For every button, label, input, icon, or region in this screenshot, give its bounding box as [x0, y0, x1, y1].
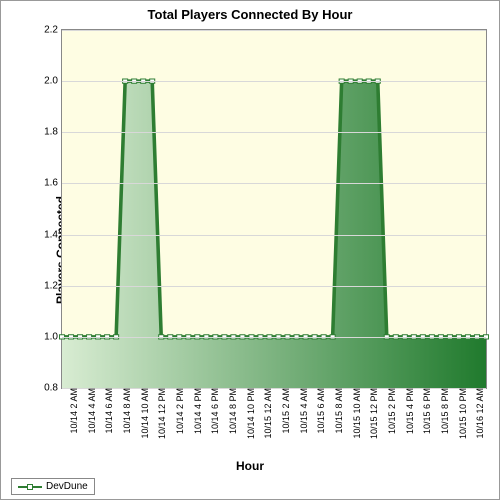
gridline [62, 235, 486, 236]
x-tick-label: 10/15 12 AM [261, 388, 273, 439]
y-tick-label: 2.2 [44, 25, 62, 36]
gridline [62, 132, 486, 133]
x-tick-label: 10/14 10 PM [244, 388, 256, 439]
x-tick-label: 10/15 12 PM [367, 388, 379, 439]
x-tick-label: 10/14 4 PM [191, 388, 203, 434]
data-series [62, 30, 486, 388]
y-tick-label: 1.8 [44, 127, 62, 138]
y-tick-label: 1.4 [44, 229, 62, 240]
y-tick-label: 1.6 [44, 178, 62, 189]
x-tick-label: 10/16 12 AM [473, 388, 485, 439]
gridline [62, 183, 486, 184]
x-tick-label: 10/15 10 AM [350, 388, 362, 439]
y-tick-label: 0.8 [44, 383, 62, 394]
legend-swatch [18, 482, 42, 492]
x-tick-label: 10/15 2 PM [385, 388, 397, 434]
chart-title: Total Players Connected By Hour [1, 1, 499, 24]
x-tick-label: 10/15 2 AM [279, 388, 291, 434]
x-tick-label: 10/14 12 PM [155, 388, 167, 439]
y-tick-label: 1.0 [44, 331, 62, 342]
x-tick-label: 10/14 8 PM [226, 388, 238, 434]
plot-area: 0.81.01.21.41.61.82.02.210/14 2 AM10/14 … [61, 29, 487, 389]
x-tick-label: 10/14 4 AM [85, 388, 97, 434]
x-tick-label: 10/14 6 PM [208, 388, 220, 434]
y-tick-label: 1.2 [44, 280, 62, 291]
gridline [62, 286, 486, 287]
x-tick-label: 10/15 6 PM [420, 388, 432, 434]
x-tick-label: 10/14 6 AM [102, 388, 114, 434]
gridline [62, 337, 486, 338]
chart-container: Total Players Connected By Hour Players … [0, 0, 500, 500]
x-tick-label: 10/14 2 PM [173, 388, 185, 434]
x-tick-label: 10/15 6 AM [314, 388, 326, 434]
gridline [62, 30, 486, 31]
y-tick-label: 2.0 [44, 76, 62, 87]
x-tick-label: 10/15 10 PM [456, 388, 468, 439]
x-tick-label: 10/15 8 AM [332, 388, 344, 434]
legend-marker-icon [27, 484, 33, 490]
x-tick-label: 10/14 8 AM [120, 388, 132, 434]
gridline [62, 81, 486, 82]
x-tick-label: 10/15 4 PM [403, 388, 415, 434]
x-tick-label: 10/15 4 AM [297, 388, 309, 434]
legend: DevDune [11, 478, 95, 495]
x-axis-label: Hour [1, 459, 499, 473]
x-tick-label: 10/15 8 PM [438, 388, 450, 434]
legend-label: DevDune [46, 481, 88, 492]
x-tick-label: 10/14 10 AM [138, 388, 150, 439]
x-tick-label: 10/14 2 AM [67, 388, 79, 434]
